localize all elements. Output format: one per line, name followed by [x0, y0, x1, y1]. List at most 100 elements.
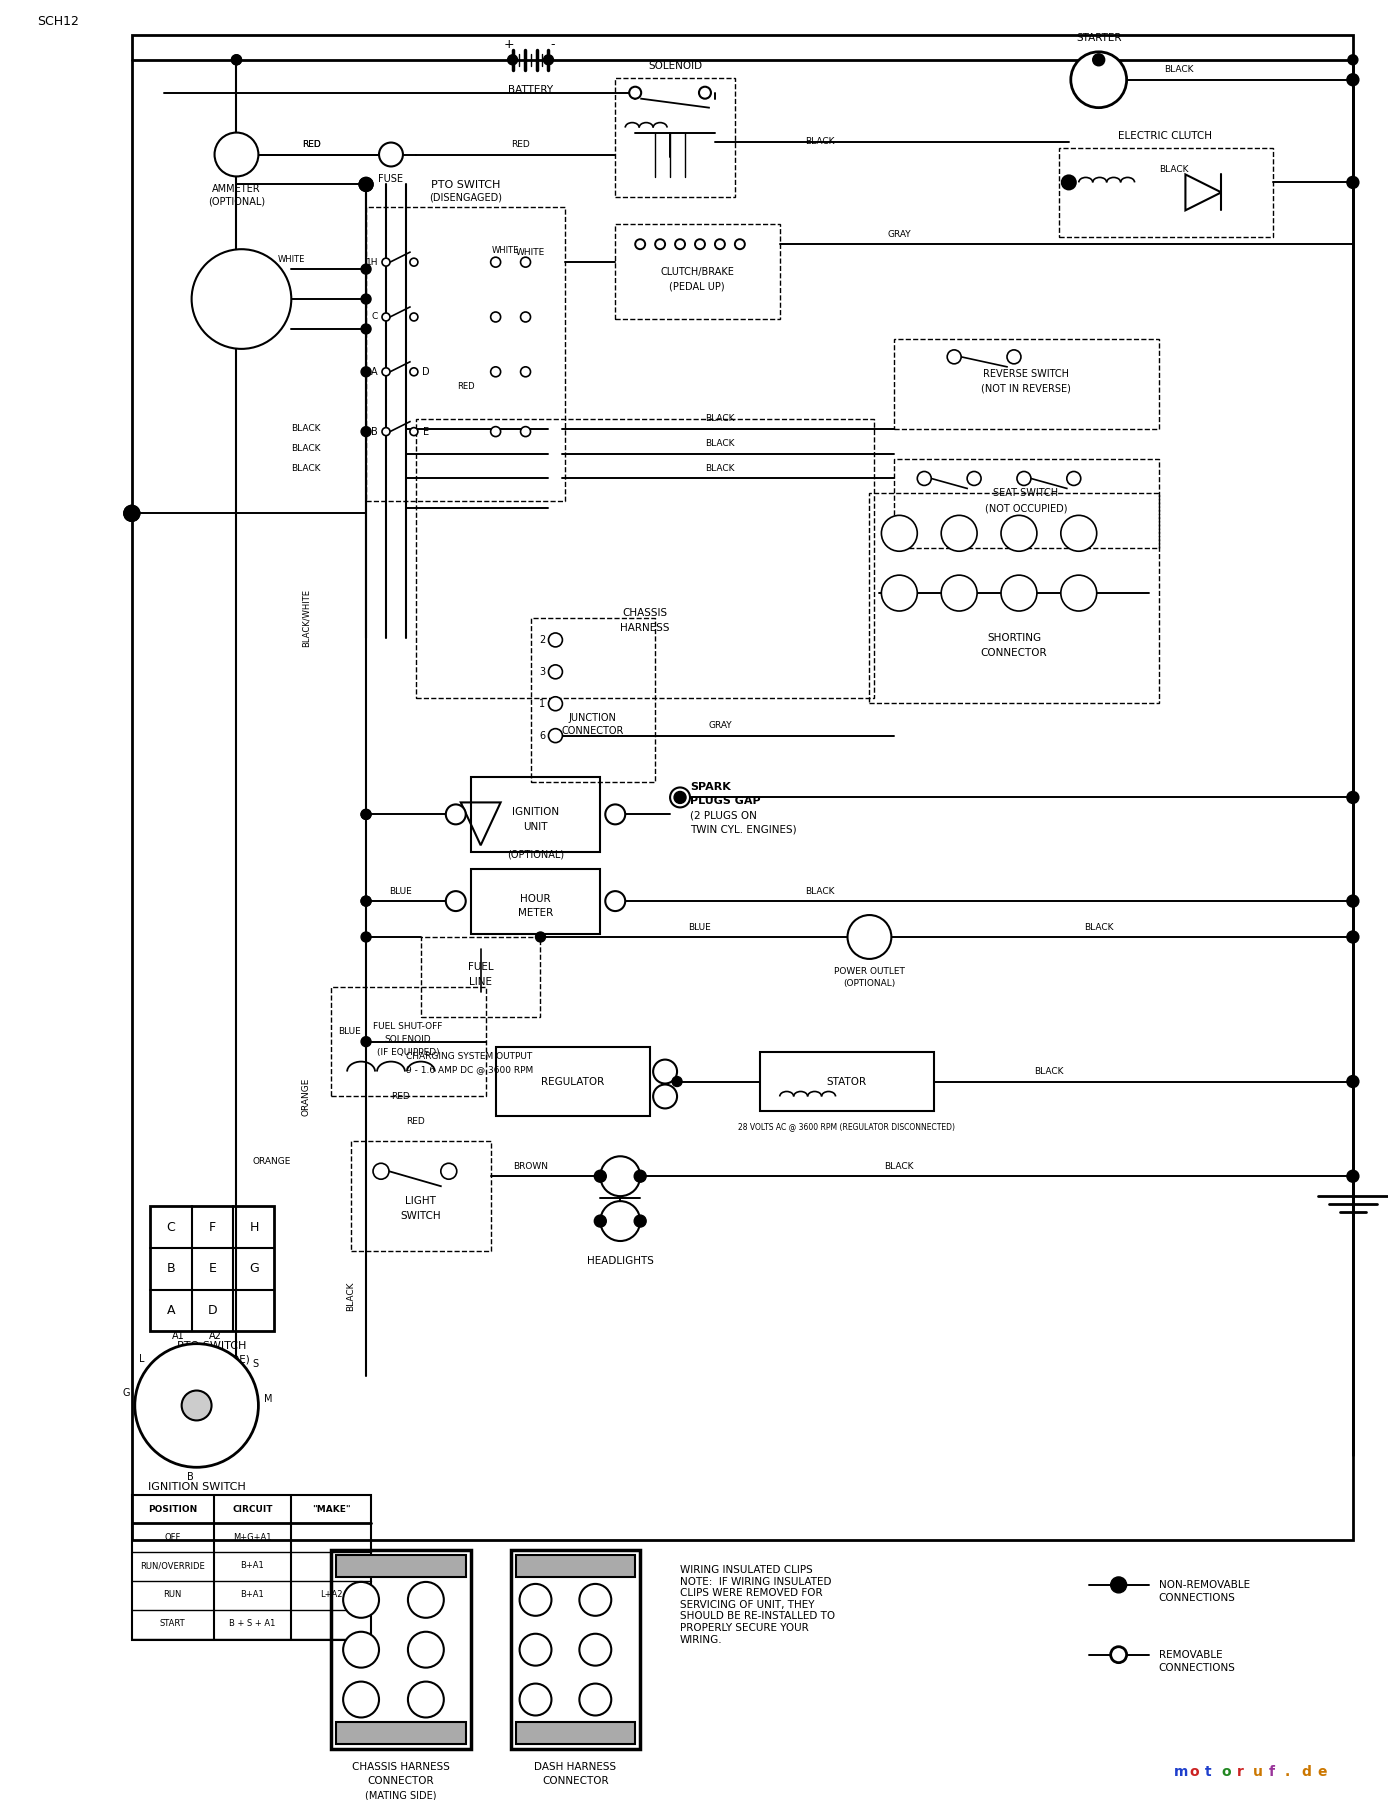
- Text: M: M: [272, 293, 281, 304]
- Circle shape: [1347, 895, 1359, 907]
- Text: S: S: [253, 1359, 259, 1370]
- Bar: [366, 207, 566, 502]
- Bar: [331, 1550, 471, 1750]
- Circle shape: [373, 1163, 389, 1179]
- Text: NON-REMOVABLE: NON-REMOVABLE: [1158, 1580, 1250, 1589]
- Text: JUNCTION: JUNCTION: [569, 713, 616, 722]
- Text: SHORTING: SHORTING: [987, 634, 1041, 643]
- Text: (OPTIONAL): (OPTIONAL): [507, 850, 564, 859]
- Text: RUN: RUN: [164, 1591, 182, 1600]
- Text: (PEDAL UP): (PEDAL UP): [669, 281, 724, 292]
- Text: CONNECTOR: CONNECTOR: [981, 648, 1047, 659]
- Circle shape: [605, 891, 626, 911]
- Circle shape: [232, 54, 242, 65]
- Circle shape: [1348, 76, 1358, 85]
- Text: L: L: [139, 1354, 145, 1364]
- Text: REGULATOR: REGULATOR: [541, 1076, 605, 1087]
- Circle shape: [1348, 1076, 1358, 1087]
- Text: H: H: [250, 1220, 259, 1233]
- Circle shape: [521, 311, 531, 322]
- Circle shape: [655, 239, 664, 248]
- Bar: [616, 77, 735, 198]
- Circle shape: [521, 367, 531, 376]
- Text: F: F: [208, 1220, 215, 1233]
- Circle shape: [1348, 792, 1358, 803]
- Circle shape: [595, 1215, 606, 1228]
- Circle shape: [941, 576, 977, 610]
- Circle shape: [605, 805, 626, 824]
- Circle shape: [135, 1343, 259, 1467]
- Circle shape: [653, 1060, 677, 1084]
- Text: BLACK: BLACK: [1084, 923, 1113, 932]
- Text: LIGHT: LIGHT: [406, 1197, 436, 1206]
- Text: RUN/OVERRIDE: RUN/OVERRIDE: [140, 1561, 206, 1570]
- Bar: [471, 869, 600, 934]
- Text: AMMETER: AMMETER: [213, 184, 261, 194]
- Text: WIRING INSULATED CLIPS
NOTE:  IF WIRING INSULATED
CLIPS WERE REMOVED FOR
SERVICI: WIRING INSULATED CLIPS NOTE: IF WIRING I…: [680, 1564, 835, 1645]
- Text: A2: A2: [221, 324, 232, 333]
- Text: Q5: Q5: [420, 1645, 432, 1654]
- Text: G: G: [122, 1388, 129, 1399]
- Circle shape: [634, 1170, 646, 1183]
- Text: B: B: [371, 427, 378, 437]
- Text: Q4: Q4: [530, 1696, 542, 1705]
- Circle shape: [382, 313, 391, 320]
- Text: STARTER: STARTER: [1076, 32, 1122, 43]
- Circle shape: [580, 1683, 612, 1715]
- Text: HARNESS: HARNESS: [620, 623, 670, 634]
- Text: 1: 1: [539, 698, 545, 709]
- Text: CHASSIS: CHASSIS: [623, 608, 667, 617]
- Text: Q2: Q2: [354, 1645, 367, 1654]
- Circle shape: [232, 54, 242, 65]
- Text: BATTERY: BATTERY: [507, 85, 553, 95]
- Bar: [421, 938, 541, 1017]
- Circle shape: [192, 248, 292, 349]
- Text: OFF: OFF: [164, 1532, 181, 1541]
- Text: M+G+A1: M+G+A1: [234, 1532, 271, 1541]
- Text: ORANGE: ORANGE: [302, 1076, 311, 1116]
- Circle shape: [881, 576, 917, 610]
- Circle shape: [520, 1634, 552, 1665]
- Bar: [894, 459, 1158, 549]
- Text: 3: 3: [592, 1595, 598, 1604]
- Circle shape: [1348, 932, 1358, 941]
- Circle shape: [535, 932, 545, 941]
- Text: SPARK: SPARK: [689, 783, 731, 792]
- Text: Q4: Q4: [420, 1696, 432, 1705]
- Text: 28 VOLTS AC @ 3600 RPM (REGULATOR DISCONNECTED): 28 VOLTS AC @ 3600 RPM (REGULATOR DISCON…: [738, 1121, 955, 1130]
- Text: CHASSIS HARNESS: CHASSIS HARNESS: [352, 1762, 450, 1773]
- Circle shape: [520, 1683, 552, 1715]
- Circle shape: [549, 729, 563, 743]
- Text: 9 - 1.6 AMP DC @ 3600 RPM: 9 - 1.6 AMP DC @ 3600 RPM: [406, 1066, 534, 1075]
- Circle shape: [491, 311, 500, 322]
- Text: -: -: [550, 38, 555, 52]
- Circle shape: [653, 1085, 677, 1109]
- Circle shape: [1001, 515, 1037, 551]
- Text: (MATING SIDE): (MATING SIDE): [174, 1355, 249, 1364]
- Circle shape: [695, 239, 705, 248]
- Circle shape: [600, 1201, 641, 1240]
- Circle shape: [1348, 178, 1358, 187]
- Text: S: S: [253, 265, 260, 274]
- Text: SWITCH: SWITCH: [400, 1211, 441, 1220]
- Text: POSITION: POSITION: [149, 1505, 197, 1514]
- Text: PTO SWITCH: PTO SWITCH: [177, 1341, 246, 1350]
- Circle shape: [361, 367, 371, 376]
- Text: D: D: [207, 1305, 217, 1318]
- Circle shape: [343, 1633, 379, 1667]
- Text: WHITE: WHITE: [492, 245, 520, 254]
- Circle shape: [714, 239, 726, 248]
- Circle shape: [382, 257, 391, 266]
- Text: BROWN: BROWN: [513, 1161, 548, 1170]
- Circle shape: [361, 932, 371, 941]
- Circle shape: [1066, 472, 1081, 486]
- Circle shape: [343, 1582, 379, 1618]
- Text: B+A1: B+A1: [240, 1561, 264, 1570]
- Text: D: D: [423, 367, 430, 376]
- Text: A: A: [167, 1305, 175, 1318]
- Circle shape: [1001, 576, 1037, 610]
- Bar: [336, 1723, 466, 1744]
- Circle shape: [379, 142, 403, 166]
- Text: e: e: [1316, 1766, 1326, 1780]
- Circle shape: [1063, 176, 1074, 189]
